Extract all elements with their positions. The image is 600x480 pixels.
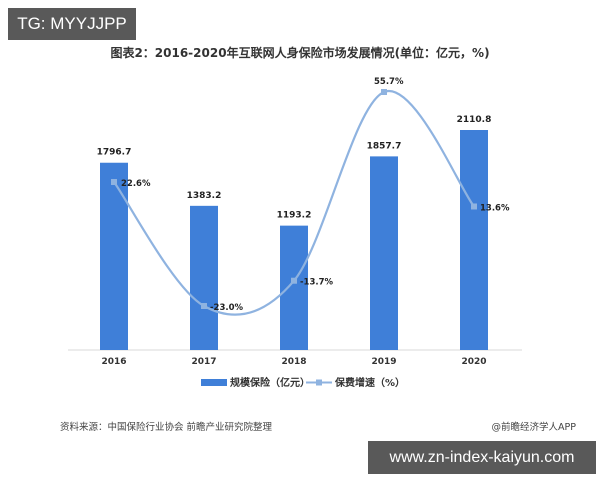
legend-line-marker (316, 379, 322, 386)
line-marker (291, 277, 297, 284)
x-tick-label: 2020 (461, 357, 486, 367)
legend-bar-label: 规模保险（亿元） (230, 376, 310, 389)
bar-2016 (100, 162, 128, 350)
x-tick-label: 2016 (101, 357, 126, 367)
bar-value-label: 1193.2 (277, 211, 312, 221)
source-note: 资料来源：中国保险行业协会 前瞻产业研究院整理 (60, 422, 273, 433)
line-marker (201, 303, 207, 309)
growth-line (113, 90, 475, 316)
chart-title: 图表2：2016-2020年互联网人身保险市场发展情况(单位：亿元，%) (110, 46, 490, 60)
credit-note: @前瞻经济学人APP (491, 422, 576, 433)
x-tick-label: 2019 (371, 357, 396, 367)
bar-2017 (190, 205, 218, 350)
bottom-watermark-badge: www.zn-index-kaiyun.com (368, 441, 596, 474)
legend-line-label: 保费增速（%） (334, 376, 405, 389)
line-value-label: 55.7% (374, 77, 404, 87)
line-marker (381, 89, 387, 95)
bar-value-label: 1857.7 (367, 141, 402, 151)
x-tick-label: 2017 (191, 357, 216, 367)
line-value-label: -13.7% (300, 278, 333, 288)
line-marker (471, 203, 477, 210)
line-value-label: 22.6% (121, 179, 151, 189)
x-tick-label: 2018 (281, 357, 306, 367)
line-marker (111, 179, 117, 186)
bar-value-label: 2110.8 (457, 115, 492, 125)
bar-value-label: 1383.2 (187, 191, 222, 201)
legend: 规模保险（亿元） 保费增速（%） (201, 376, 405, 389)
line-value-label: -23.0% (210, 303, 243, 313)
bar-2020 (460, 130, 488, 350)
line-value-label: 13.6% (480, 203, 510, 213)
bar-value-label: 1796.7 (97, 148, 132, 158)
legend-bar-swatch (201, 379, 227, 386)
bar-2018 (280, 225, 308, 350)
bar-2019 (370, 156, 398, 350)
top-watermark-badge: TG: MYYJJPP (8, 8, 136, 40)
